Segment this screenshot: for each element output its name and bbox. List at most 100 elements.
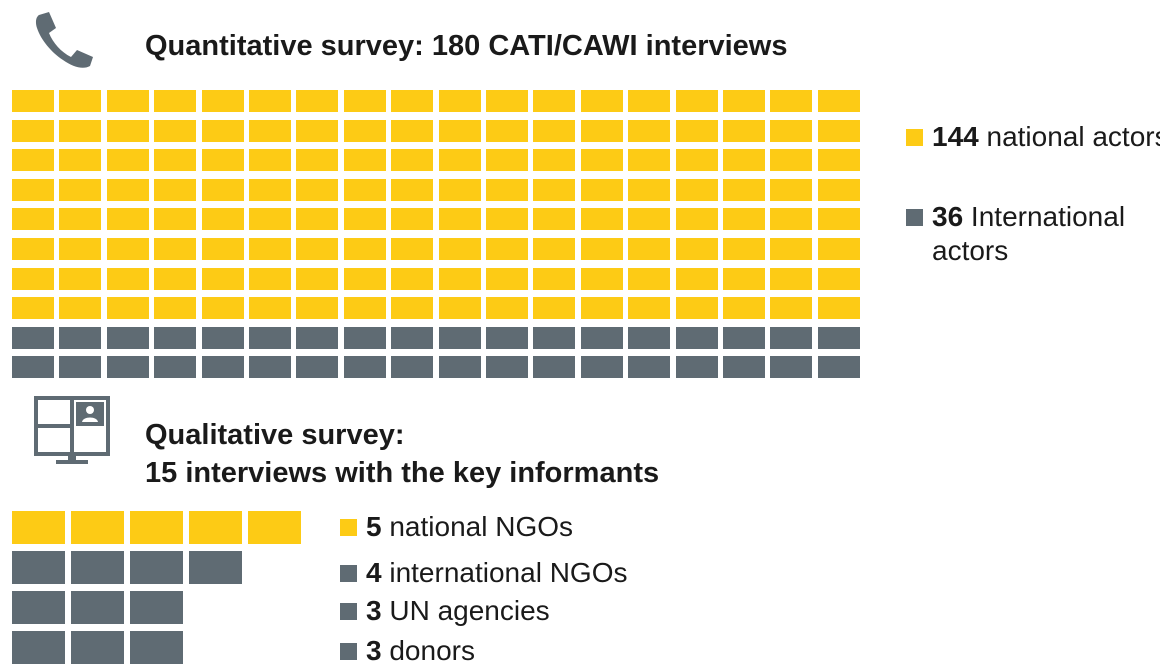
waffle-cell-international (201, 356, 244, 379)
waffle-cell-national (391, 267, 434, 290)
legend-label: national NGOs (381, 511, 573, 542)
waffle-cell-national (628, 238, 671, 260)
waffle-cell-national (59, 238, 102, 260)
waffle-cell-national (106, 90, 149, 112)
waffle-cell-national (201, 178, 244, 201)
waffle-cell-national (106, 267, 149, 290)
waffle-cell-international (770, 326, 813, 349)
waffle-cell-other-informant (12, 551, 65, 584)
waffle-cell-national (486, 208, 528, 231)
legend-label: International actors (932, 201, 1126, 266)
legend-swatch-national (906, 129, 923, 146)
waffle-cell-national (675, 119, 718, 142)
waffle-cell-national (723, 297, 765, 320)
waffle-cell-national (249, 119, 291, 142)
waffle-cell-national (249, 297, 291, 320)
waffle-cell-national (391, 149, 434, 172)
waffle-cell-national (533, 238, 576, 260)
waffle-cell-national (533, 178, 576, 201)
waffle-cell-international (770, 356, 813, 379)
legend-count: 3 (366, 595, 382, 626)
waffle-cell-national (12, 238, 54, 260)
waffle-cell-international (628, 356, 671, 379)
waffle-cell-international (486, 326, 528, 349)
waffle-cell-national (343, 149, 386, 172)
waffle-cell-national (154, 297, 197, 320)
legend-swatch-international (340, 603, 357, 620)
waffle-cell-national-ngo (248, 511, 301, 544)
waffle-cell-national (580, 208, 623, 231)
waffle-cell-national (12, 178, 54, 201)
waffle-cell-international (391, 326, 434, 349)
waffle-cell-international (106, 326, 149, 349)
waffle-cell-national (770, 297, 813, 320)
waffle-cell-national (723, 208, 765, 231)
waffle-cell-international (438, 326, 481, 349)
waffle-cell-national (533, 90, 576, 112)
waffle-cell-national (343, 90, 386, 112)
waffle-cell-national-ngo (130, 511, 183, 544)
waffle-cell-international (391, 356, 434, 379)
legend-count: 36 (932, 201, 964, 232)
waffle-cell-national (296, 119, 339, 142)
waffle-cell-national (675, 149, 718, 172)
waffle-cell-national (201, 119, 244, 142)
legend-swatch-national (340, 519, 357, 536)
waffle-cell-national (438, 90, 481, 112)
legend-count: 3 (366, 635, 382, 666)
waffle-cell-other-informant (189, 551, 242, 584)
waffle-cell-national (675, 178, 718, 201)
waffle-cell-international (675, 356, 718, 379)
waffle-cell-other-informant (12, 631, 65, 664)
waffle-cell-national (343, 208, 386, 231)
waffle-cell-national (486, 238, 528, 260)
waffle-cell-national (106, 208, 149, 231)
waffle-cell-other-informant (71, 551, 124, 584)
waffle-cell-national (580, 297, 623, 320)
waffle-cell-national (438, 149, 481, 172)
waffle-cell-national (486, 119, 528, 142)
waffle-cell-international (249, 356, 291, 379)
waffle-cell-other-informant (130, 591, 183, 624)
waffle-cell-national (12, 149, 54, 172)
waffle-cell-national (817, 297, 860, 320)
waffle-cell-international (296, 356, 339, 379)
waffle-cell-international (154, 326, 197, 349)
waffle-cell-national (580, 238, 623, 260)
waffle-cell-national (391, 178, 434, 201)
waffle-cell-international (249, 326, 291, 349)
waffle-cell-national (296, 238, 339, 260)
waffle-cell-international (12, 356, 54, 379)
waffle-cell-national (59, 149, 102, 172)
legend-count: 144 (932, 121, 979, 152)
waffle-cell-national (154, 119, 197, 142)
waffle-cell-national (817, 90, 860, 112)
waffle-cell-national (438, 267, 481, 290)
waffle-cell-international (154, 356, 197, 379)
waffle-cell-national (675, 297, 718, 320)
waffle-cell-national (486, 267, 528, 290)
waffle-cell-national (675, 208, 718, 231)
waffle-cell-national (343, 297, 386, 320)
quantitative-survey-title: Quantitative survey: 180 CATI/CAWI inter… (145, 30, 788, 62)
waffle-cell-national (770, 178, 813, 201)
waffle-cell-national-ngo (189, 511, 242, 544)
waffle-cell-national (628, 208, 671, 231)
waffle-cell-international (12, 326, 54, 349)
waffle-cell-national (580, 119, 623, 142)
legend-label: donors (381, 635, 475, 666)
waffle-cell-national-ngo (71, 511, 124, 544)
waffle-cell-national (817, 208, 860, 231)
waffle-cell-national (438, 178, 481, 201)
waffle-cell-national (580, 267, 623, 290)
waffle-cell-national (675, 90, 718, 112)
waffle-cell-national (106, 178, 149, 201)
waffle-cell-national (249, 238, 291, 260)
waffle-cell-national (723, 119, 765, 142)
qualitative-title-line-2: 15 interviews with the key informants (145, 457, 660, 489)
waffle-cell-international (59, 326, 102, 349)
waffle-cell-national (343, 238, 386, 260)
waffle-cell-national (723, 178, 765, 201)
waffle-cell-other-informant (71, 591, 124, 624)
waffle-cell-international (106, 356, 149, 379)
